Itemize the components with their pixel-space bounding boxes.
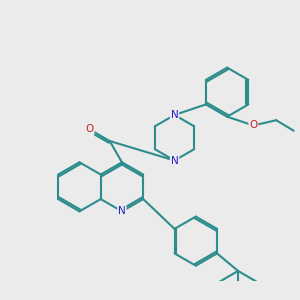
Text: O: O bbox=[249, 121, 257, 130]
Text: N: N bbox=[171, 155, 178, 166]
Text: N: N bbox=[171, 110, 178, 120]
Text: N: N bbox=[118, 206, 126, 216]
Text: O: O bbox=[85, 124, 94, 134]
